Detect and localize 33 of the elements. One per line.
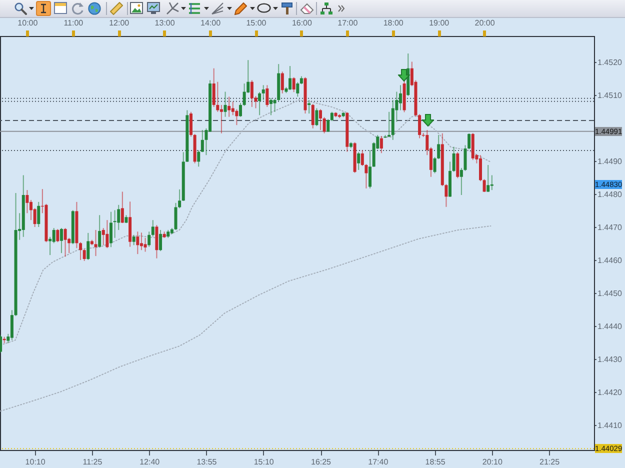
x-tick-label: 10:10 xyxy=(25,458,46,466)
x2-tick-label: 17:00 xyxy=(338,18,358,28)
x2-tick-label: 10:00 xyxy=(18,18,38,28)
y-tick-label: 1.4430 xyxy=(598,354,623,364)
y-tick-label: 1.4490 xyxy=(598,156,623,166)
x-tick-label: 18:55 xyxy=(425,458,446,466)
y-tick-label: 1.4410 xyxy=(598,420,623,430)
x2-tick-label: 14:00 xyxy=(200,18,222,28)
y-tick-label: 1.4440 xyxy=(598,322,623,331)
x-tick-label: 13:55 xyxy=(196,458,218,466)
y-tick-label: 1.4420 xyxy=(598,388,623,397)
x2-tick-label: 19:00 xyxy=(429,18,450,28)
x2-tick-label: 11:00 xyxy=(64,18,84,28)
y-tick-label: 1.4520 xyxy=(598,58,623,67)
x2-tick-label: 20:00 xyxy=(474,18,496,28)
y-tick-label: 1.4480 xyxy=(598,190,623,199)
x-tick-label: 15:10 xyxy=(254,458,274,466)
y-tick-label: 1.4450 xyxy=(598,288,623,298)
y-tick-label: 1.4460 xyxy=(598,256,623,265)
x-tick-label: 20:10 xyxy=(482,458,503,466)
y-tick-label: 1.4510 xyxy=(598,90,623,100)
x2-tick-label: 16:00 xyxy=(292,18,313,28)
x-tick-label: 16:25 xyxy=(310,458,332,466)
x-tick-label: 21:25 xyxy=(540,458,560,466)
x2-tick-label: 18:00 xyxy=(383,18,404,28)
x-tick-label: 11:25 xyxy=(82,458,103,466)
x-tick-label: 12:40 xyxy=(140,458,160,466)
x2-tick-label: 12:00 xyxy=(109,18,130,28)
x-tick-label: 17:40 xyxy=(368,458,389,466)
y-tick-label: 1.4470 xyxy=(598,222,623,232)
x2-tick-label: 15:00 xyxy=(246,18,267,28)
x2-tick-label: 13:00 xyxy=(154,18,176,28)
line-series xyxy=(0,226,492,412)
